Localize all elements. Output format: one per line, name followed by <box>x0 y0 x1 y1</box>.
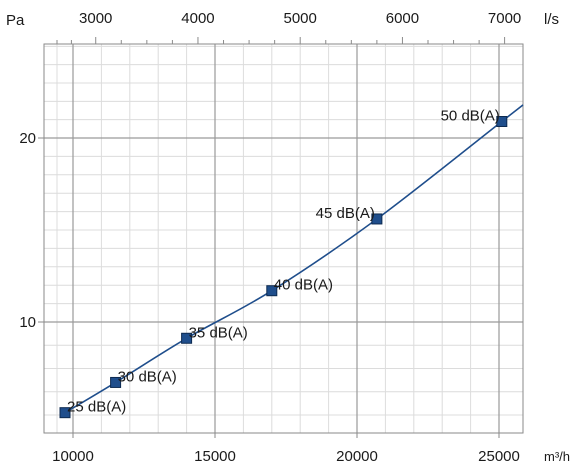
top-axis-tick-label: 7000 <box>488 10 521 27</box>
data-point-marker <box>110 376 122 388</box>
data-point-label: 30 dB(A) <box>118 368 177 385</box>
bottom-axis-tick-label: 20000 <box>336 448 378 465</box>
y-axis-unit-label: Pa <box>6 12 25 29</box>
data-point-marker <box>181 332 193 344</box>
bottom-axis-tick-label: 10000 <box>52 448 94 465</box>
data-point-label: 45 dB(A) <box>316 205 375 222</box>
data-point-label: 50 dB(A) <box>441 108 500 125</box>
bottom-axis-unit-label: m³/h <box>544 449 570 464</box>
axis-ticks <box>38 37 506 438</box>
bottom-axis-tick-label: 25000 <box>478 448 520 465</box>
top-axis-tick-label: 5000 <box>284 10 317 27</box>
tick-labels: 10000 15000 20000 25000 10 20 3000 4000 5000 6000… <box>19 10 521 465</box>
minor-grid <box>44 44 523 433</box>
series-curve <box>64 104 524 414</box>
data-point-marker <box>266 285 278 297</box>
data-point-marker <box>496 116 508 127</box>
major-grid <box>44 44 523 433</box>
bottom-axis-tick-label: 15000 <box>194 448 236 465</box>
top-axis-tick-label: 6000 <box>386 10 419 27</box>
y-axis-tick-label: 10 <box>19 314 36 331</box>
data-point-label: 35 dB(A) <box>189 324 248 341</box>
top-axis-unit-label: l/s <box>544 11 559 28</box>
top-axis-tick-label: 4000 <box>181 10 214 27</box>
data-point-marker <box>371 213 383 225</box>
plot-frame <box>43 43 524 434</box>
data-markers <box>59 116 508 419</box>
top-axis-tick-label: 3000 <box>79 10 112 27</box>
data-point-label: 40 dB(A) <box>274 277 333 294</box>
data-point-marker <box>59 407 71 419</box>
data-labels: 25 dB(A) 30 dB(A) 35 dB(A) 40 dB(A) 45 dB(A)… <box>67 108 500 416</box>
data-point-label: 25 dB(A) <box>67 399 126 416</box>
y-axis-tick-label: 20 <box>19 130 36 147</box>
